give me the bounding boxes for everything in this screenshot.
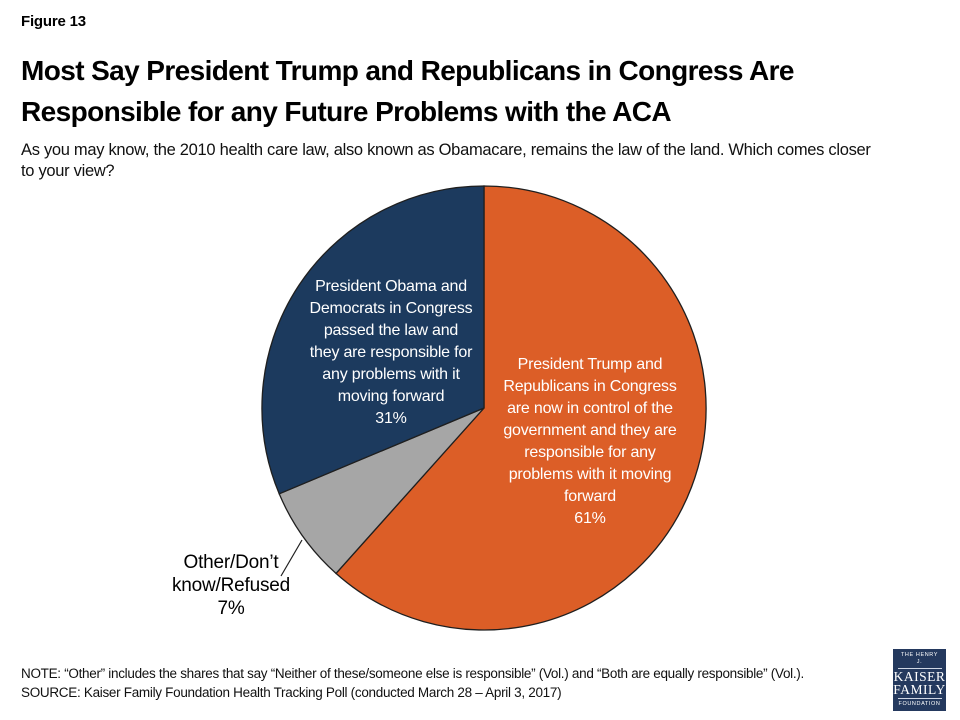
slice-label-trump-republicans: President Trump and Republicans in Congr… xyxy=(503,356,677,527)
kff-logo-foundation: FOUNDATION xyxy=(897,698,942,708)
kff-logo: THE HENRY J. KAISER FAMILY FOUNDATION xyxy=(893,649,946,711)
slice-label-obama-democrats: President Obama and Democrats in Congres… xyxy=(309,278,473,427)
kff-logo-kaiser: KAISER xyxy=(893,668,946,684)
kff-logo-the-henry-j: THE HENRY J. xyxy=(897,652,942,669)
pie-slice-trump-republicans xyxy=(335,185,707,631)
figure-label: Figure 13 xyxy=(21,13,86,30)
slice-label-other-dk-refused: Other/Don’t know/Refused 7% xyxy=(171,552,290,619)
survey-question-text: As you may know, the 2010 health care la… xyxy=(21,141,871,180)
note-text: NOTE: “Other” includes the shares that s… xyxy=(21,666,804,681)
other-label-leader-line xyxy=(280,539,303,577)
pie-slice-obama-democrats xyxy=(261,185,485,495)
kff-logo-family: FAMILY xyxy=(893,682,946,698)
pie-slices xyxy=(261,185,707,631)
page-title: Most Say President Trump and Republicans… xyxy=(21,55,794,127)
source-text: SOURCE: Kaiser Family Foundation Health … xyxy=(21,685,562,700)
